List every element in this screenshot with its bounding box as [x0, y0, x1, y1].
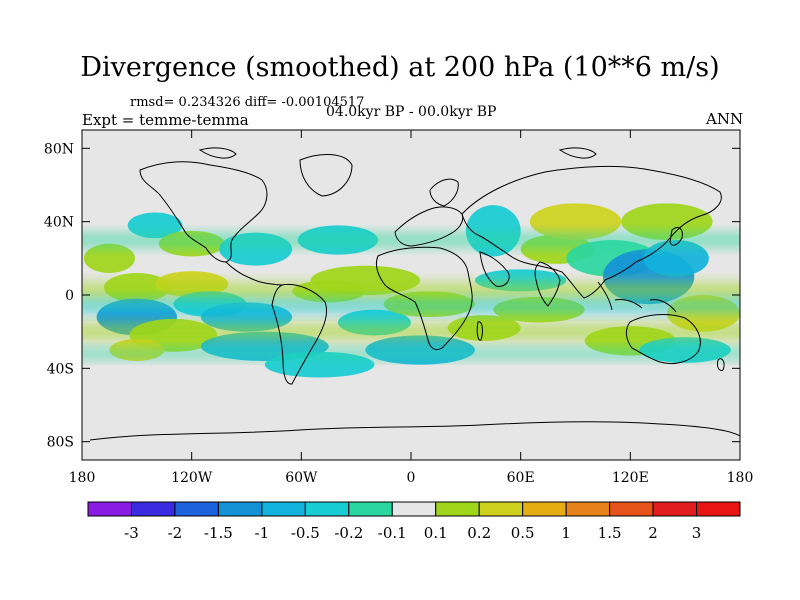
- colorbar-swatch: [130, 501, 176, 517]
- colorbar-swatch: [696, 501, 741, 517]
- colorbar-label: 0.5: [511, 524, 535, 542]
- zonal-band: [82, 282, 740, 301]
- colorbar-swatch: [435, 501, 480, 517]
- colorbar-label: 3: [692, 524, 702, 542]
- colorbar-swatch: [565, 501, 611, 517]
- colorbar-swatch: [609, 501, 654, 517]
- lon-tick-label: 60E: [507, 470, 535, 486]
- zonal-bands: [82, 232, 740, 360]
- colorbar-swatch: [522, 501, 567, 517]
- colorbar-swatch: [348, 501, 393, 517]
- colorbar-swatch: [478, 501, 524, 517]
- colorbar-swatch: [174, 501, 219, 517]
- colorbar-label: -0.2: [334, 524, 363, 542]
- lon-tick-label: 60W: [285, 470, 318, 486]
- zonal-band: [82, 348, 740, 360]
- colorbar-label: 0.2: [467, 524, 491, 542]
- season-label: ANN: [706, 110, 744, 128]
- colorbar-swatch: [261, 501, 306, 517]
- colorbar-label: -3: [124, 524, 139, 542]
- colorbar-swatch: [652, 501, 698, 517]
- anomaly-patch: [621, 203, 713, 241]
- lat-tick-label: 80S: [47, 435, 74, 451]
- colorbar-label: 1: [561, 524, 571, 542]
- colorbar-label: -2: [168, 524, 183, 542]
- lon-tick-label: 0: [407, 470, 416, 486]
- coastlines: [89, 147, 740, 441]
- figure-title: Divergence (smoothed) at 200 hPa (10**6 …: [80, 52, 720, 83]
- colorbar-label: -0.5: [291, 524, 320, 542]
- lon-tick-label: 180: [69, 470, 96, 486]
- anomaly-patch: [529, 203, 622, 241]
- lat-tick-label: 40S: [47, 361, 74, 377]
- colorbar-swatch: [304, 501, 350, 517]
- anomaly-patch: [465, 205, 521, 257]
- colorbar-label: 2: [648, 524, 658, 542]
- lat-tick-label: 80N: [44, 141, 74, 157]
- colorbar-label: -0.1: [378, 524, 407, 542]
- colorbar: -3 -2 -1.5 -1 -0.5 -0.2 -0.1 0.1 0.2 0.5 1 1.5 2 3: [87, 501, 741, 542]
- period-label: 04.0kyr BP - 00.0kyr BP: [326, 104, 497, 120]
- lat-tick-label: 40N: [44, 215, 74, 231]
- colorbar-label: 1.5: [598, 524, 622, 542]
- colorbar-label: 0.1: [424, 524, 448, 542]
- zonal-band: [82, 298, 740, 314]
- colorbar-swatch: [391, 501, 437, 517]
- colorbar-swatch: [87, 501, 132, 517]
- lon-tick-label: 180: [727, 470, 754, 486]
- experiment-label: Expt = temme-temma: [82, 111, 249, 129]
- lon-tick-label: 120E: [612, 470, 649, 486]
- longitude-axis: 180 120W 60W 0 60E 120E 180: [69, 130, 754, 486]
- anomaly-patch: [643, 240, 709, 277]
- colorbar-swatch: [217, 501, 263, 517]
- colorbar-label: -1.5: [204, 524, 233, 542]
- stats-line: rmsd= 0.234326 diff= -0.00104517: [130, 95, 365, 110]
- anomaly-patch: [127, 212, 183, 239]
- lat-tick-label: 0: [65, 288, 74, 304]
- colorbar-label: -1: [255, 524, 270, 542]
- zonal-band: [82, 232, 740, 248]
- anomaly-patch: [83, 243, 136, 273]
- lon-tick-label: 120W: [171, 470, 213, 486]
- latitude-axis: 80N 40N 0 40S 80S: [44, 141, 740, 451]
- zonal-band: [82, 323, 740, 340]
